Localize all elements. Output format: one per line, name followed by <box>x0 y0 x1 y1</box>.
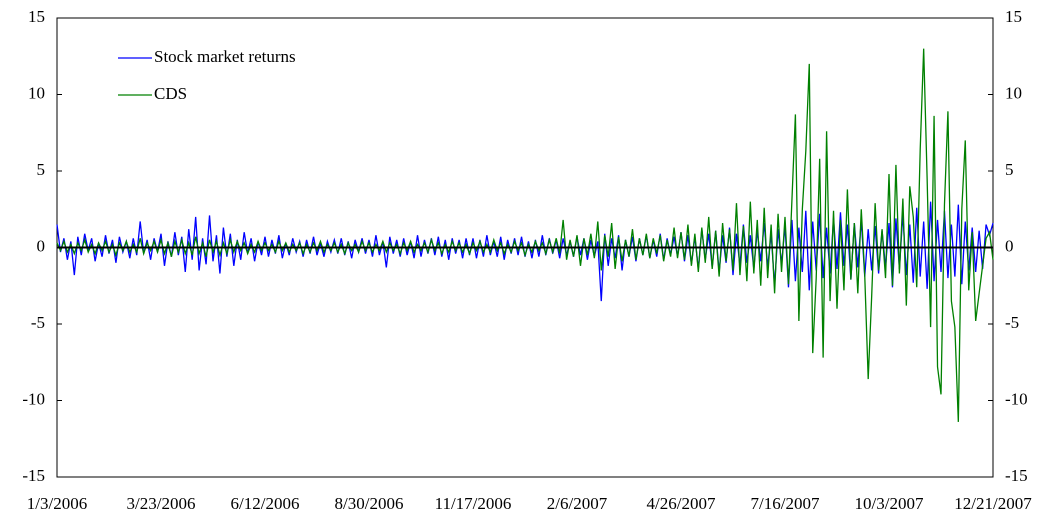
y-tick-label: 10 <box>28 83 45 102</box>
x-tick-label: 1/3/2006 <box>27 494 87 513</box>
series-line <box>56 48 994 422</box>
y2-tick-label: -15 <box>1005 466 1028 485</box>
y2-tick-label: 0 <box>1005 236 1014 255</box>
y-tick-label: -15 <box>22 466 45 485</box>
y-tick-label: 5 <box>37 160 46 179</box>
y2-tick-label: 15 <box>1005 7 1022 26</box>
x-tick-label: 6/12/2006 <box>231 494 300 513</box>
x-tick-label: 2/6/2007 <box>547 494 608 513</box>
x-tick-label: 12/21/2007 <box>954 494 1032 513</box>
x-tick-label: 11/17/2006 <box>435 494 512 513</box>
x-tick-label: 4/26/2007 <box>647 494 716 513</box>
legend-label: CDS <box>154 84 187 103</box>
x-tick-label: 3/23/2006 <box>127 494 196 513</box>
y2-tick-label: -10 <box>1005 389 1028 408</box>
y-tick-label: -5 <box>31 313 45 332</box>
x-tick-label: 10/3/2007 <box>855 494 924 513</box>
y2-tick-label: -5 <box>1005 313 1019 332</box>
x-tick-label: 7/16/2007 <box>751 494 820 513</box>
legend-label: Stock market returns <box>154 47 296 66</box>
y-tick-label: 15 <box>28 7 45 26</box>
y-tick-label: 0 <box>37 236 46 255</box>
y2-tick-label: 5 <box>1005 160 1014 179</box>
x-tick-label: 8/30/2006 <box>335 494 404 513</box>
y2-tick-label: 10 <box>1005 83 1022 102</box>
y-tick-label: -10 <box>22 389 45 408</box>
